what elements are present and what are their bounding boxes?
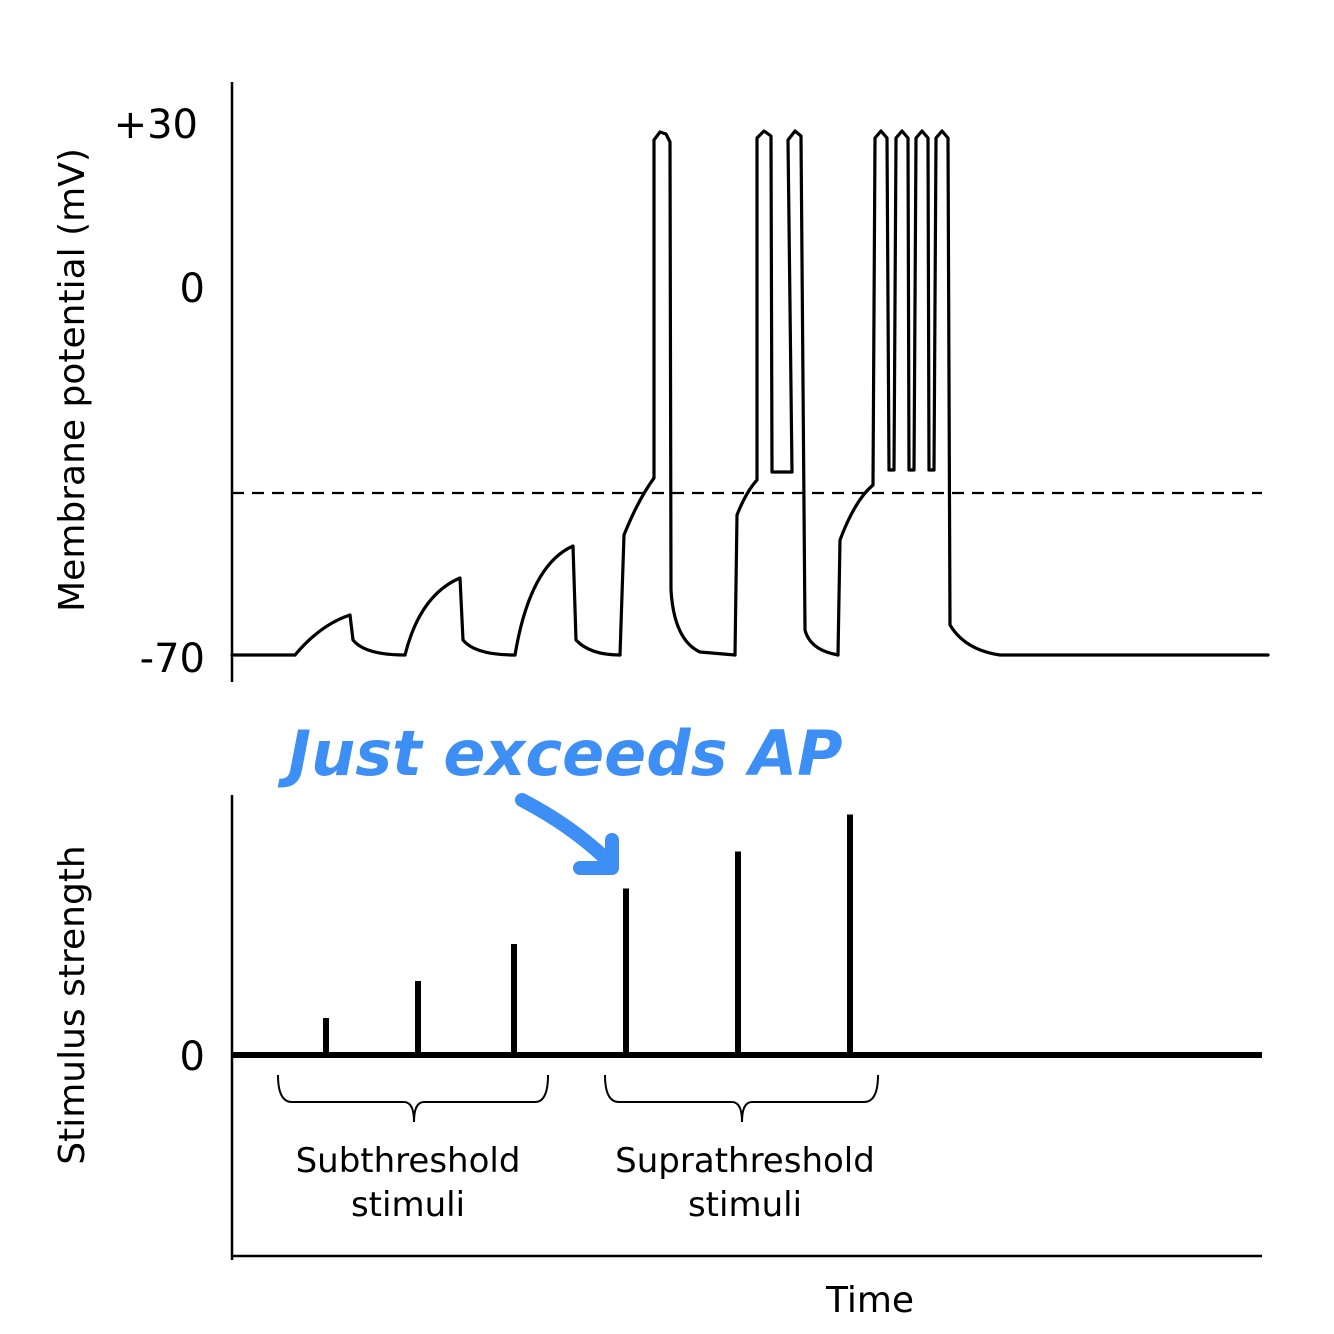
suprathreshold-label-line2: stimuli xyxy=(688,1185,802,1225)
ytick-minus70: -70 xyxy=(140,636,205,682)
stimulus-panel: 0 Stimulus strength Time Subthreshold st… xyxy=(52,795,1262,1321)
subthreshold-label-line1: Subthreshold xyxy=(296,1141,521,1181)
action-potential-2 xyxy=(733,129,840,657)
membrane-potential-panel: +30 0 -70 Membrane potential (mV) xyxy=(52,82,1270,682)
action-potential-burst xyxy=(836,129,1270,657)
annotation: Just exceeds AP xyxy=(277,717,843,875)
stimulus-y-label: Stimulus strength xyxy=(52,845,93,1165)
stimulus-bars xyxy=(323,814,853,1055)
annotation-arrow xyxy=(515,793,612,865)
epsp-1 xyxy=(293,613,407,657)
stimulus-ytick-zero: 0 xyxy=(180,1034,205,1080)
annotation-text: Just exceeds AP xyxy=(277,717,843,790)
membrane-y-label: Membrane potential (mV) xyxy=(52,148,93,612)
ytick-plus30: +30 xyxy=(114,102,198,148)
subthreshold-brace xyxy=(277,1074,549,1123)
subthreshold-label-line2: stimuli xyxy=(351,1185,465,1225)
suprathreshold-brace xyxy=(604,1074,879,1123)
ytick-zero: 0 xyxy=(180,266,205,312)
annotation-arrowhead xyxy=(573,833,619,875)
epsp-2 xyxy=(403,576,517,657)
time-x-label: Time xyxy=(825,1280,914,1321)
action-potential-1 xyxy=(618,130,737,657)
suprathreshold-label-line1: Suprathreshold xyxy=(615,1141,875,1181)
epsp-3 xyxy=(513,544,622,657)
